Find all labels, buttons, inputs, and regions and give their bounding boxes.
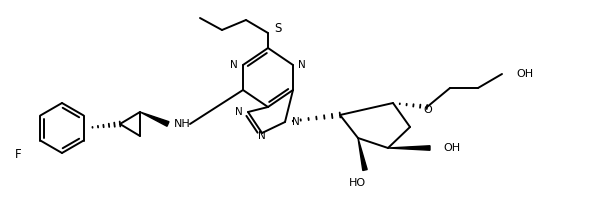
Polygon shape [140, 112, 169, 126]
Text: OH: OH [516, 69, 533, 79]
Polygon shape [388, 146, 430, 150]
Text: N: N [235, 107, 243, 117]
Polygon shape [358, 138, 367, 171]
Text: S: S [274, 22, 281, 35]
Text: HO: HO [349, 178, 365, 188]
Text: N: N [230, 60, 238, 70]
Text: N: N [292, 117, 300, 127]
Text: OH: OH [443, 143, 460, 153]
Text: N: N [258, 131, 266, 141]
Text: N: N [298, 60, 306, 70]
Text: O: O [424, 105, 432, 115]
Text: F: F [15, 148, 21, 161]
Text: NH: NH [174, 119, 190, 129]
